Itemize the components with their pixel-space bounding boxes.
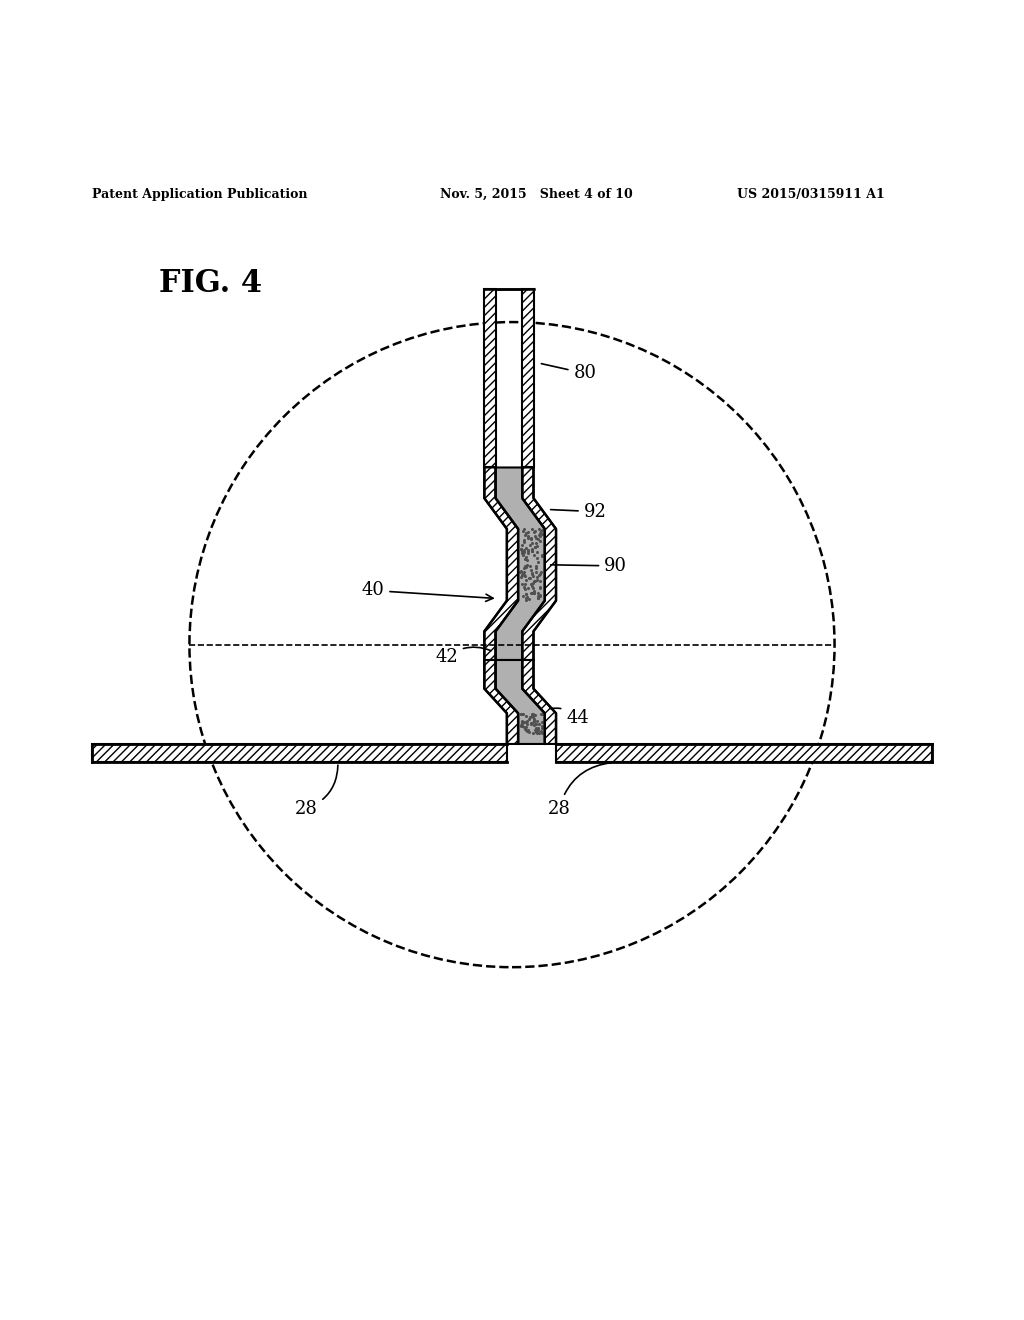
Text: 90: 90: [551, 557, 627, 576]
Polygon shape: [522, 289, 534, 467]
Polygon shape: [522, 660, 556, 744]
Polygon shape: [496, 660, 545, 744]
Polygon shape: [556, 744, 932, 763]
Polygon shape: [484, 467, 518, 660]
Text: Nov. 5, 2015   Sheet 4 of 10: Nov. 5, 2015 Sheet 4 of 10: [440, 187, 633, 201]
Polygon shape: [522, 467, 556, 660]
Polygon shape: [484, 289, 496, 467]
Text: Patent Application Publication: Patent Application Publication: [92, 187, 307, 201]
Text: FIG. 4: FIG. 4: [159, 268, 262, 298]
Text: 92: 92: [551, 503, 606, 520]
Polygon shape: [92, 744, 507, 763]
Text: 28: 28: [295, 766, 338, 817]
Text: 80: 80: [542, 363, 596, 383]
Text: 44: 44: [551, 708, 589, 727]
Polygon shape: [484, 660, 518, 744]
Text: 40: 40: [361, 582, 493, 602]
Polygon shape: [496, 467, 545, 660]
Text: US 2015/0315911 A1: US 2015/0315911 A1: [737, 187, 885, 201]
Text: 28: 28: [548, 763, 611, 817]
Text: 42: 42: [435, 647, 492, 667]
